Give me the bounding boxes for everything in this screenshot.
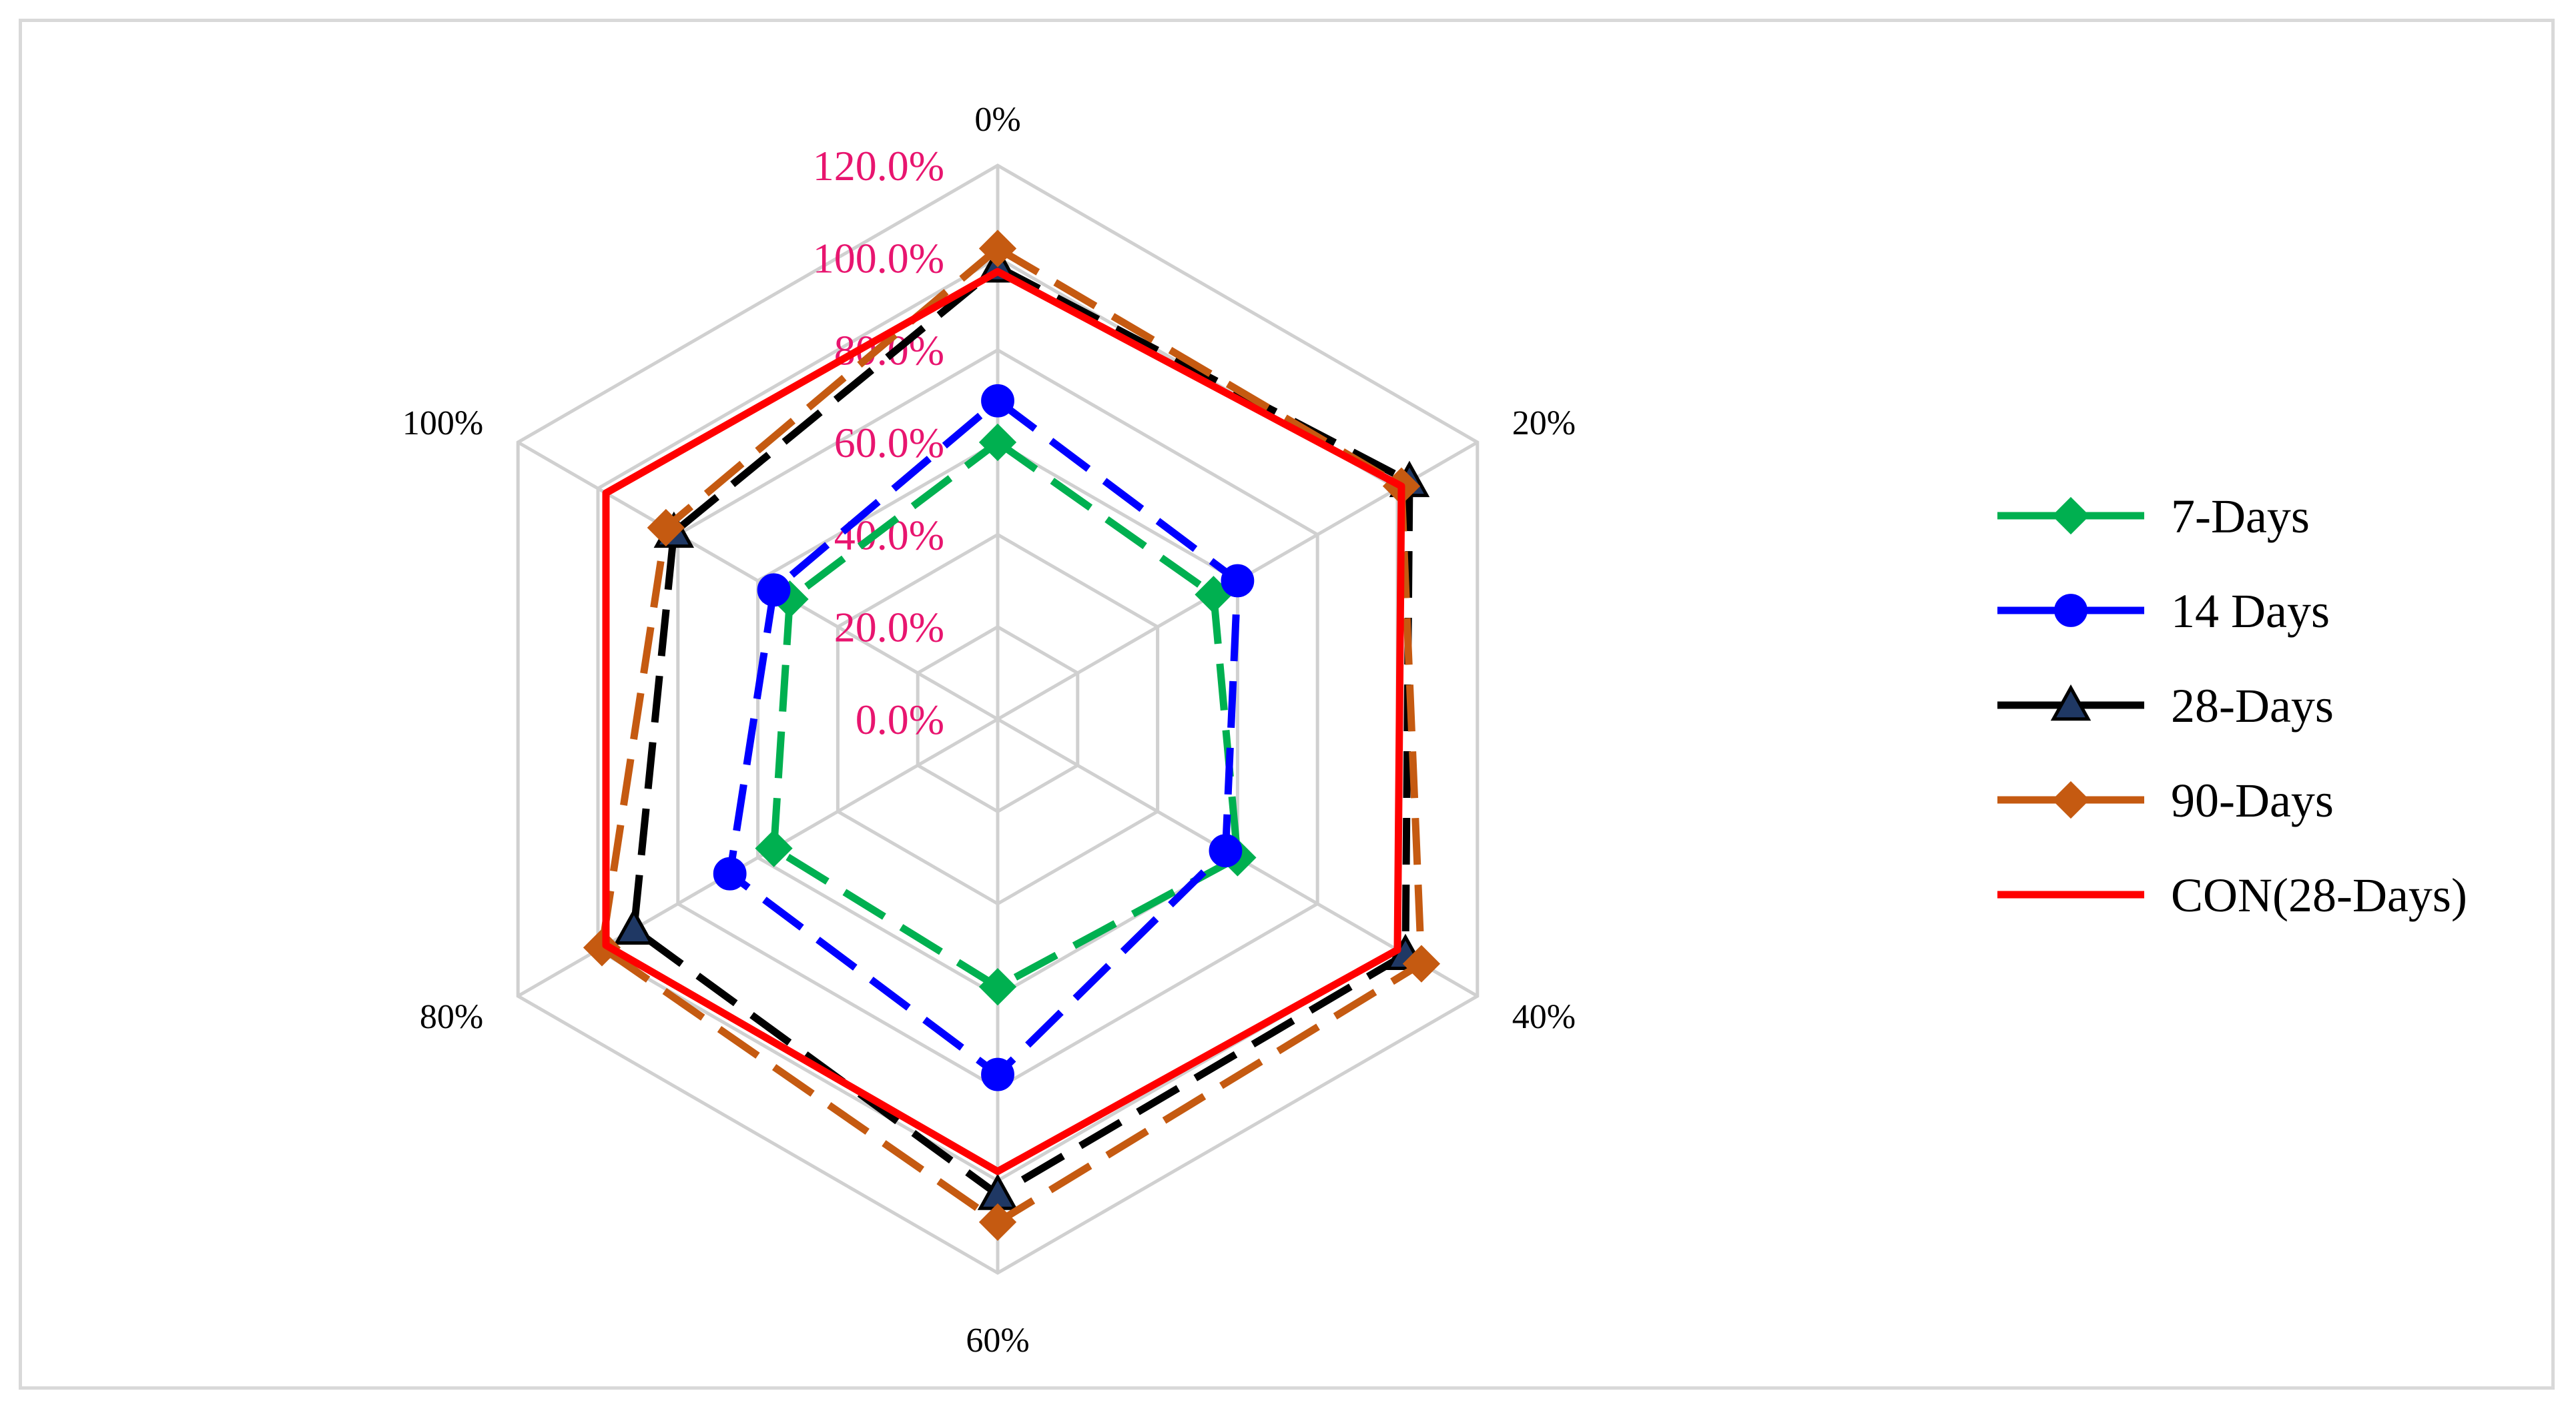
data-point: [978, 1203, 1017, 1242]
series-con-28-days-: [602, 268, 1405, 1175]
radial-tick-label: 40.0%: [834, 511, 944, 558]
legend-item: 90-Days: [1997, 774, 2334, 827]
data-point: [978, 968, 1017, 1006]
series-28-days: [613, 246, 1430, 1210]
legend-item: 14 Days: [1997, 584, 2330, 638]
legend-label: 90-Days: [2171, 774, 2334, 827]
series-line: [602, 268, 1405, 1175]
radial-tick-labels: 0.0%20.0%40.0%60.0%80.0%100.0%120.0%: [813, 142, 944, 743]
legend: 7-Days 14 Days 28-Days 90-Days CON(28-Days): [1997, 490, 2467, 922]
data-point: [2050, 684, 2091, 721]
data-point: [583, 929, 621, 967]
radial-tick-label: 100.0%: [813, 234, 944, 282]
legend-label: 28-Days: [2171, 679, 2334, 733]
legend-label: 7-Days: [2171, 490, 2310, 543]
grid-spoke: [517, 440, 999, 721]
radial-tick-label: 0.0%: [856, 696, 944, 743]
data-point: [757, 573, 791, 607]
chart-frame: 0.0% 20.0% 40.0% 60.0% 80.0% 100.0% 120.0% 0% 2…: [19, 19, 2555, 1390]
radial-tick-label: 120.0%: [813, 142, 944, 189]
series-90-days: [583, 229, 1441, 1242]
data-point: [2051, 781, 2090, 819]
category-axis-label: 40%: [1512, 998, 1576, 1036]
legend-item: 28-Days: [1997, 679, 2334, 733]
data-point: [1402, 945, 1441, 983]
category-axis-labels: 0% 20% 40% 60% 80% 100%: [402, 101, 1576, 1360]
data-point: [978, 229, 1017, 268]
radar-series: [583, 229, 1441, 1242]
series-line: [726, 397, 1241, 1079]
data-point: [613, 908, 655, 945]
series-14-days: [713, 384, 1255, 1091]
legend-item: CON(28-Days): [1997, 869, 2467, 922]
data-point: [647, 508, 685, 547]
legend-label: CON(28-Days): [2171, 869, 2467, 922]
legend-label: 14 Days: [2171, 584, 2330, 638]
data-point: [981, 1057, 1014, 1091]
category-axis-label: 20%: [1512, 404, 1576, 442]
data-point: [1221, 564, 1255, 598]
data-point: [2054, 594, 2087, 627]
data-point: [2051, 496, 2090, 535]
data-point: [755, 829, 793, 867]
category-axis-label: 60%: [966, 1322, 1029, 1360]
category-axis-label: 100%: [402, 404, 483, 442]
data-point: [1209, 834, 1243, 868]
radar-chart: 0.0%20.0%40.0%60.0%80.0%100.0%120.0% 0%2…: [402, 101, 2467, 1360]
radar-grid: [516, 163, 1480, 1275]
data-point: [981, 384, 1014, 418]
legend-item: 7-Days: [1997, 490, 2310, 543]
data-point: [978, 423, 1017, 462]
category-axis-label: 0%: [974, 101, 1020, 139]
category-axis-label: 80%: [420, 998, 483, 1036]
data-point: [713, 857, 747, 891]
radial-tick-label: 20.0%: [834, 604, 944, 651]
